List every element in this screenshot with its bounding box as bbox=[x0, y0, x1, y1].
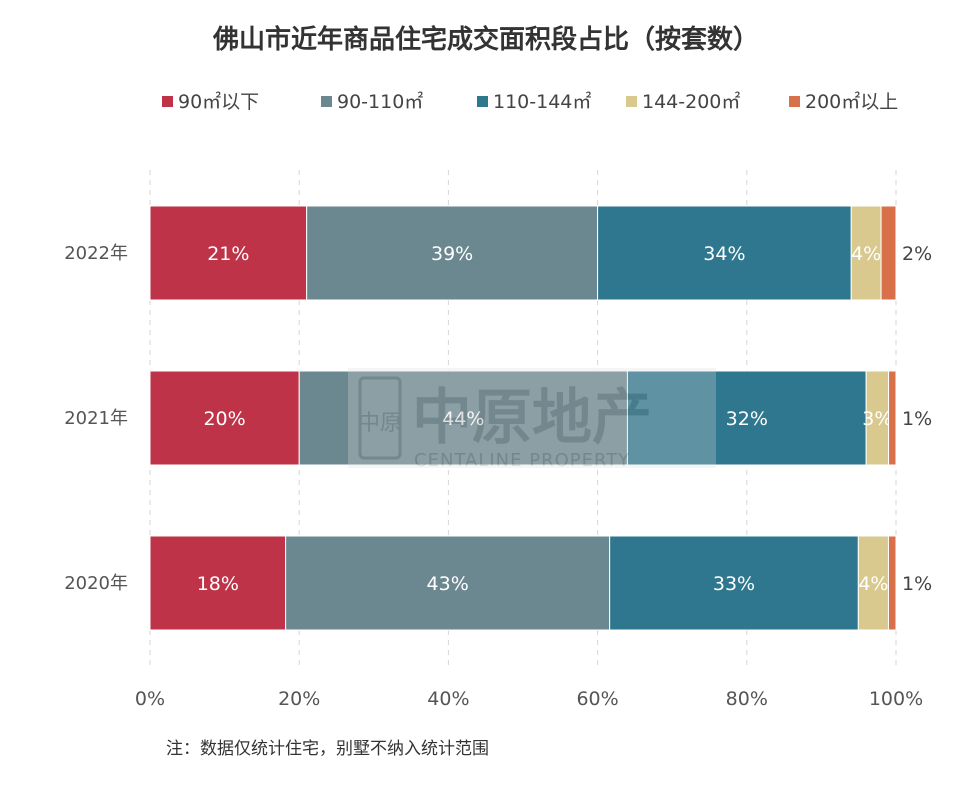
bar-segment bbox=[149, 535, 287, 631]
watermark-logo bbox=[358, 376, 402, 460]
data-label: 1% bbox=[902, 573, 932, 595]
bar-segment bbox=[597, 205, 852, 301]
data-label: 1% bbox=[902, 408, 932, 430]
data-label: 4% bbox=[858, 573, 888, 595]
legend-swatch-2 bbox=[321, 96, 332, 107]
watermark-subtext: CENTALINE PROPERTY bbox=[414, 450, 630, 471]
x-tick-label: 0% bbox=[135, 688, 165, 710]
legend-swatch-1 bbox=[162, 96, 173, 107]
bar-segment bbox=[298, 370, 628, 466]
data-label: 3% bbox=[862, 408, 892, 430]
watermark: 中原 中原地产 CENTALINE PROPERTY bbox=[348, 368, 716, 471]
y-tick-label: 2022年 bbox=[64, 243, 128, 264]
bar-segment bbox=[306, 205, 599, 301]
watermark-text: 中原地产 bbox=[412, 383, 652, 453]
legend-label-5: 200㎡以上 bbox=[805, 90, 898, 113]
data-label: 39% bbox=[431, 243, 473, 265]
x-tick-label: 60% bbox=[576, 688, 618, 710]
data-label: 32% bbox=[726, 408, 768, 430]
y-tick-label: 2021年 bbox=[64, 408, 128, 429]
data-label: 2% bbox=[902, 243, 932, 265]
legend-swatch-3 bbox=[477, 96, 488, 107]
y-axis-labels: 2022年 2021年 2020年 bbox=[64, 243, 128, 594]
data-label: 21% bbox=[207, 243, 249, 265]
y-tick-label: 2020年 bbox=[64, 573, 128, 594]
footnote: 注：数据仅统计住宅，别墅不纳入统计范围 bbox=[166, 739, 489, 759]
bar-segment bbox=[888, 370, 897, 466]
legend-label-1: 90㎡以下 bbox=[178, 90, 259, 113]
watermark-logo-glyphs: 中原 bbox=[358, 411, 402, 436]
bar-segment bbox=[609, 535, 859, 631]
chart-title: 佛山市近年商品住宅成交面积段占比（按套数） bbox=[212, 24, 759, 55]
bar-segment bbox=[149, 370, 300, 466]
x-tick-label: 80% bbox=[726, 688, 768, 710]
x-tick-label: 20% bbox=[278, 688, 320, 710]
x-tick-label: 100% bbox=[869, 688, 923, 710]
data-label: 4% bbox=[851, 243, 881, 265]
watermark-background bbox=[348, 368, 716, 468]
bar-segment bbox=[880, 205, 897, 301]
bar-segment bbox=[149, 205, 308, 301]
legend-label-2: 90-110㎡ bbox=[337, 90, 423, 113]
data-label: 33% bbox=[713, 573, 755, 595]
data-label: 43% bbox=[427, 573, 469, 595]
legend-label-3: 110-144㎡ bbox=[493, 90, 591, 113]
data-label: 34% bbox=[703, 243, 745, 265]
x-axis-labels: 0% 20% 40% 60% 80% 100% bbox=[135, 688, 923, 710]
bar-segment bbox=[857, 535, 889, 631]
bar-segment bbox=[850, 205, 882, 301]
legend-swatch-4 bbox=[626, 96, 637, 107]
bars: 21% 39% 34% 4% 2% 20% 44% 32% 3% 1% 18% 43% 33% 4% 1% bbox=[149, 205, 932, 631]
legend-label-4: 144-200㎡ bbox=[642, 90, 740, 113]
data-label: 44% bbox=[442, 408, 484, 430]
x-tick-label: 40% bbox=[427, 688, 469, 710]
data-label: 20% bbox=[203, 408, 245, 430]
data-label: 18% bbox=[197, 573, 239, 595]
legend-swatch-5 bbox=[789, 96, 800, 107]
bar-segment bbox=[887, 535, 897, 631]
legend: 90㎡以下 90-110㎡ 110-144㎡ 144-200㎡ 200㎡以上 bbox=[162, 90, 898, 113]
bar-segment bbox=[626, 370, 867, 466]
